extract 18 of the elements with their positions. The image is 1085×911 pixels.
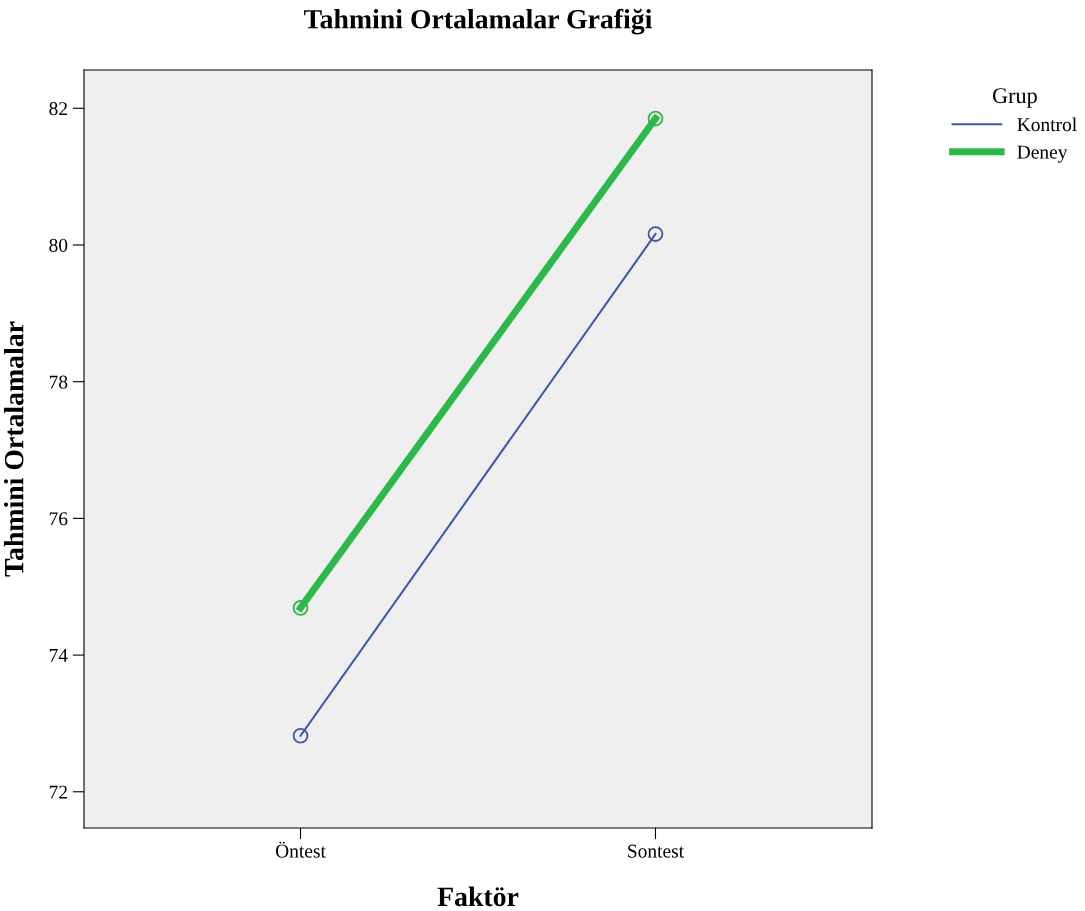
y-tick-label: 72	[49, 785, 67, 799]
point	[647, 110, 664, 127]
y-axis-title: Tahmini Ortalamalar	[3, 321, 24, 577]
point	[647, 226, 664, 242]
y-tick-label: 76	[49, 512, 68, 526]
legend-label: Kontrol	[1017, 117, 1077, 132]
y-tick-label: 74	[49, 649, 68, 662]
legend-title: Grup	[992, 88, 1037, 108]
point	[292, 727, 309, 744]
x-axis-title: Faktör	[437, 886, 519, 907]
x-tick-label: Sontest	[628, 844, 684, 858]
y-tick-label: 78	[49, 375, 68, 389]
chart-title: Tahmini Ortalamalar Grafiği	[304, 8, 652, 35]
x-tick-label: Öntest	[275, 841, 326, 858]
y-tick-label: 80	[49, 238, 68, 252]
point	[292, 600, 309, 616]
legend-label: Deney	[1017, 145, 1068, 163]
y-tick-label: 82	[49, 102, 67, 116]
